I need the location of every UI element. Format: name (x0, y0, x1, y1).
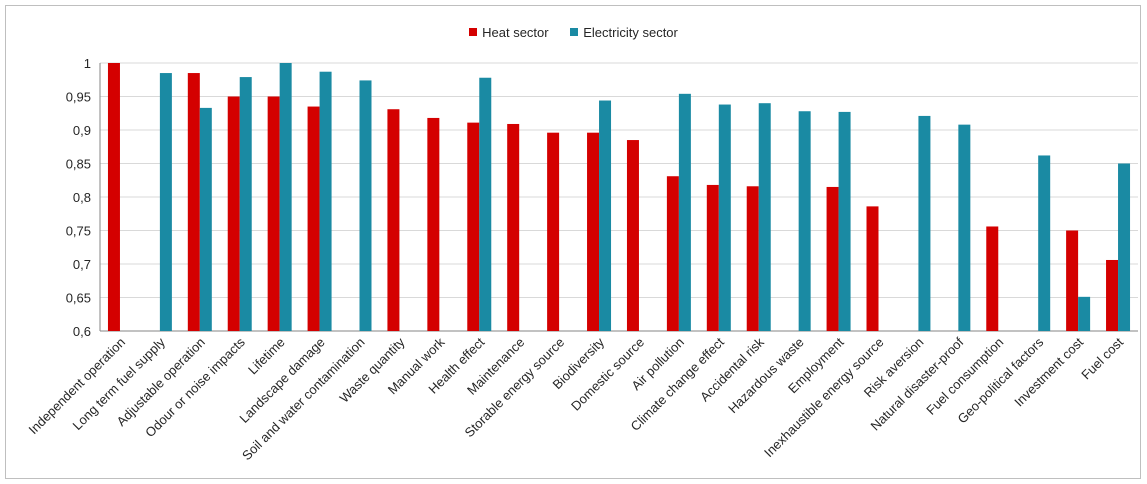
bar-heat-11 (547, 132, 560, 331)
y-tick-label: 0,65 (66, 291, 91, 306)
bar-electricity-5 (319, 71, 332, 332)
x-tick-label: Domestic source (568, 335, 647, 414)
bar-heat-13 (626, 140, 639, 331)
bar-electricity-2 (199, 107, 212, 331)
bar-heat-16 (746, 186, 759, 331)
y-tick-label: 0,85 (66, 157, 91, 172)
y-tick-label: 0,6 (73, 324, 91, 339)
bar-electricity-12 (599, 100, 612, 332)
bar-heat-12 (587, 132, 600, 331)
bar-heat-15 (706, 184, 719, 331)
legend-label-heat: Heat sector (482, 24, 549, 40)
bar-electricity-15 (718, 104, 731, 331)
legend-swatch-heat (469, 28, 478, 36)
x-tick-label: Fuel cost (1078, 334, 1126, 382)
bar-electricity-24 (1078, 296, 1091, 331)
bar-heat-7 (387, 109, 400, 331)
bar-heat-10 (507, 123, 520, 331)
bar-heat-0 (107, 63, 120, 331)
bar-electricity-14 (678, 93, 691, 331)
bar-heat-25 (1106, 259, 1119, 331)
bar-heat-18 (826, 186, 839, 331)
legend-swatch-electricity (570, 28, 579, 36)
bar-heat-9 (467, 122, 480, 331)
bar-heat-4 (267, 96, 280, 331)
bar-electricity-16 (758, 103, 771, 331)
bar-electricity-4 (279, 63, 292, 331)
bar-electricity-17 (798, 111, 811, 332)
bar-heat-2 (187, 73, 200, 332)
bar-electricity-1 (159, 73, 172, 332)
y-tick-label: 0,9 (73, 123, 91, 138)
y-tick-label: 0,7 (73, 257, 91, 272)
bar-heat-8 (427, 117, 440, 331)
legend-label-electricity: Electricity sector (583, 24, 678, 40)
bar-heat-24 (1066, 230, 1079, 331)
bar-electricity-9 (479, 77, 492, 332)
bar-heat-19 (866, 206, 879, 331)
bar-heat-14 (666, 176, 679, 331)
x-tick-label: Investment cost (1011, 334, 1086, 409)
bar-heat-22 (986, 226, 999, 331)
bar-electricity-3 (239, 77, 252, 331)
bar-electricity-25 (1118, 163, 1131, 331)
legend-item-heat: Heat sector (469, 24, 549, 40)
y-tick-label: 0,8 (73, 190, 91, 205)
bar-electricity-23 (1038, 155, 1051, 331)
bar-electricity-18 (838, 111, 851, 331)
bar-electricity-20 (918, 115, 931, 332)
bar-heat-5 (307, 106, 320, 331)
y-tick-label: 0,75 (66, 224, 91, 239)
legend: Heat sector Electricity sector (0, 24, 1147, 40)
bar-heat-3 (227, 96, 240, 331)
legend-item-electricity: Electricity sector (570, 25, 678, 40)
y-tick-label: 1 (84, 56, 91, 71)
y-tick-label: 0,95 (66, 90, 91, 105)
bar-electricity-6 (359, 80, 372, 331)
bar-electricity-21 (958, 124, 971, 331)
